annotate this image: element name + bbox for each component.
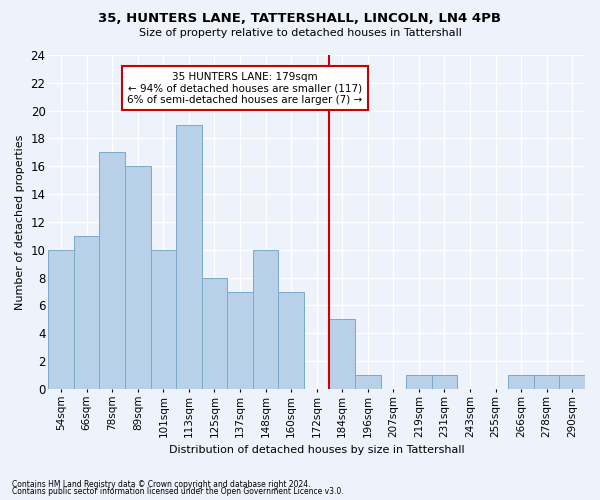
Bar bbox=[329, 320, 355, 389]
Bar bbox=[278, 292, 304, 389]
Text: Contains HM Land Registry data © Crown copyright and database right 2024.: Contains HM Land Registry data © Crown c… bbox=[12, 480, 311, 489]
Bar bbox=[176, 124, 202, 389]
Bar bbox=[534, 375, 559, 389]
Y-axis label: Number of detached properties: Number of detached properties bbox=[15, 134, 25, 310]
X-axis label: Distribution of detached houses by size in Tattershall: Distribution of detached houses by size … bbox=[169, 445, 464, 455]
Bar bbox=[406, 375, 431, 389]
Bar bbox=[151, 250, 176, 389]
Bar bbox=[202, 278, 227, 389]
Bar bbox=[49, 250, 74, 389]
Bar bbox=[355, 375, 380, 389]
Bar bbox=[74, 236, 100, 389]
Text: Size of property relative to detached houses in Tattershall: Size of property relative to detached ho… bbox=[139, 28, 461, 38]
Text: 35, HUNTERS LANE, TATTERSHALL, LINCOLN, LN4 4PB: 35, HUNTERS LANE, TATTERSHALL, LINCOLN, … bbox=[98, 12, 502, 26]
Bar bbox=[227, 292, 253, 389]
Bar bbox=[100, 152, 125, 389]
Bar bbox=[125, 166, 151, 389]
Text: 35 HUNTERS LANE: 179sqm
← 94% of detached houses are smaller (117)
6% of semi-de: 35 HUNTERS LANE: 179sqm ← 94% of detache… bbox=[127, 72, 363, 105]
Bar bbox=[253, 250, 278, 389]
Bar bbox=[431, 375, 457, 389]
Text: Contains public sector information licensed under the Open Government Licence v3: Contains public sector information licen… bbox=[12, 488, 344, 496]
Bar bbox=[559, 375, 585, 389]
Bar bbox=[508, 375, 534, 389]
